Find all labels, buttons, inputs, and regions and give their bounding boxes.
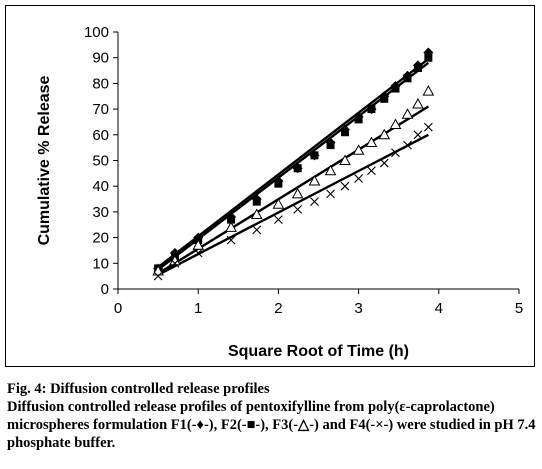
f3-data-point: [339, 154, 351, 165]
f2-data-point: [391, 84, 400, 93]
x-axis-title: Square Root of Time (h): [228, 343, 409, 360]
x-tick-label: 2: [274, 300, 282, 317]
f2-data-point: [340, 128, 349, 137]
f4-data-point: [391, 148, 400, 158]
f4-data-point: [153, 271, 163, 281]
figure-caption: Fig. 4: Diffusion controlled release pro…: [7, 380, 537, 452]
x-tick-label: 3: [354, 300, 362, 317]
release-profile-chart: 0 10 20 30 40 50 60 70 80 90 100 0 1 2 3 4 5 Square Root…: [36, 24, 523, 360]
f2-data-point: [274, 179, 283, 188]
y-tick-label: 50: [92, 153, 109, 170]
f3-data-point: [250, 208, 263, 219]
f3-data-point: [352, 144, 365, 155]
x-tick-label: 5: [515, 300, 523, 317]
f3-data-point: [272, 198, 285, 209]
f4-data-point: [310, 197, 319, 207]
x-tick-label: 0: [114, 300, 122, 317]
f2-data-point: [380, 94, 389, 103]
f4-data-point: [326, 189, 335, 199]
y-tick-label: 100: [84, 24, 109, 41]
f3-data-point: [225, 221, 237, 232]
caption-title: Fig. 4: Diffusion controlled release pro…: [7, 381, 270, 397]
y-tick-label: 10: [92, 255, 109, 272]
f3-data-point: [422, 85, 435, 96]
y-tick-label: 40: [92, 178, 109, 195]
y-tick-label: 70: [92, 101, 109, 118]
f4-data-point: [340, 181, 350, 191]
f4-data-point: [252, 225, 262, 235]
caption-description: Diffusion controlled release profiles of…: [7, 399, 536, 451]
y-tick-label: 0: [101, 281, 109, 298]
f2-data-point: [252, 197, 261, 206]
axes: 0 10 20 30 40 50 60 70 80 90 100 0 1 2 3 4 5: [84, 24, 523, 317]
f4-data-point: [274, 215, 283, 224]
f4-data-point: [379, 158, 389, 168]
f2-data-point: [293, 164, 302, 173]
f3-data-point: [291, 187, 304, 199]
y-tick-label: 60: [92, 127, 109, 144]
y-tick-label: 20: [92, 230, 109, 247]
f3-data-point: [401, 108, 414, 119]
f3-data-point: [412, 97, 424, 109]
f2-data-point: [326, 141, 335, 150]
f3-data-point: [365, 136, 378, 148]
f2-data-point: [413, 63, 422, 72]
f3-data-point: [378, 128, 391, 140]
y-tick-label: 30: [92, 204, 109, 221]
f4-data-point: [193, 248, 203, 258]
y-axis-title: Cumulative % Release: [36, 75, 53, 245]
f4-data-point: [354, 174, 363, 183]
f2-data-point: [367, 105, 376, 114]
chart-frame: 0 10 20 30 40 50 60 70 80 90 100 0 1 2 3 4 5 Square Root…: [5, 5, 535, 367]
f4-data-point: [403, 140, 412, 150]
f4-data-point: [293, 204, 303, 214]
f3-data-point: [192, 239, 205, 250]
f2-data-point: [354, 115, 363, 124]
f2-data-point: [310, 151, 319, 160]
x-tick-label: 1: [194, 300, 202, 317]
f2-data-point: [403, 74, 412, 83]
f3-data-point: [308, 175, 321, 186]
f4-data-point: [170, 258, 180, 268]
f4-data-point: [226, 235, 236, 245]
y-tick-label: 90: [92, 50, 109, 67]
data-markers: [152, 47, 435, 281]
f3-data-point: [324, 164, 337, 176]
f3-data-point: [389, 118, 402, 130]
x-tick-label: 4: [435, 300, 443, 317]
y-tick-label: 80: [92, 75, 109, 92]
f2-data-point: [227, 215, 236, 224]
f4-data-point: [367, 166, 376, 176]
f4-data-point: [413, 130, 423, 140]
f4-data-point: [423, 122, 433, 132]
f4-trend-line: [157, 133, 429, 276]
f2-data-point: [424, 53, 433, 62]
f3-data-point: [152, 264, 164, 276]
